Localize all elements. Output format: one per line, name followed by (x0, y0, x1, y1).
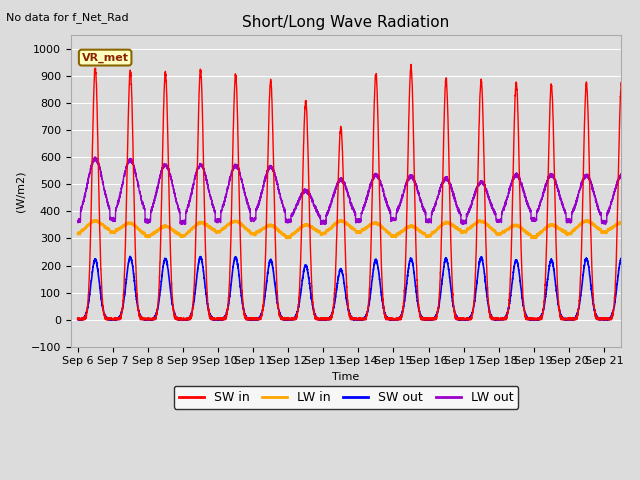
Y-axis label: (W/m2): (W/m2) (15, 170, 25, 212)
X-axis label: Time: Time (332, 372, 360, 382)
Text: No data for f_Net_Rad: No data for f_Net_Rad (6, 12, 129, 23)
Title: Short/Long Wave Radiation: Short/Long Wave Radiation (243, 15, 450, 30)
Legend: SW in, LW in, SW out, LW out: SW in, LW in, SW out, LW out (174, 386, 518, 409)
Text: VR_met: VR_met (82, 52, 129, 63)
